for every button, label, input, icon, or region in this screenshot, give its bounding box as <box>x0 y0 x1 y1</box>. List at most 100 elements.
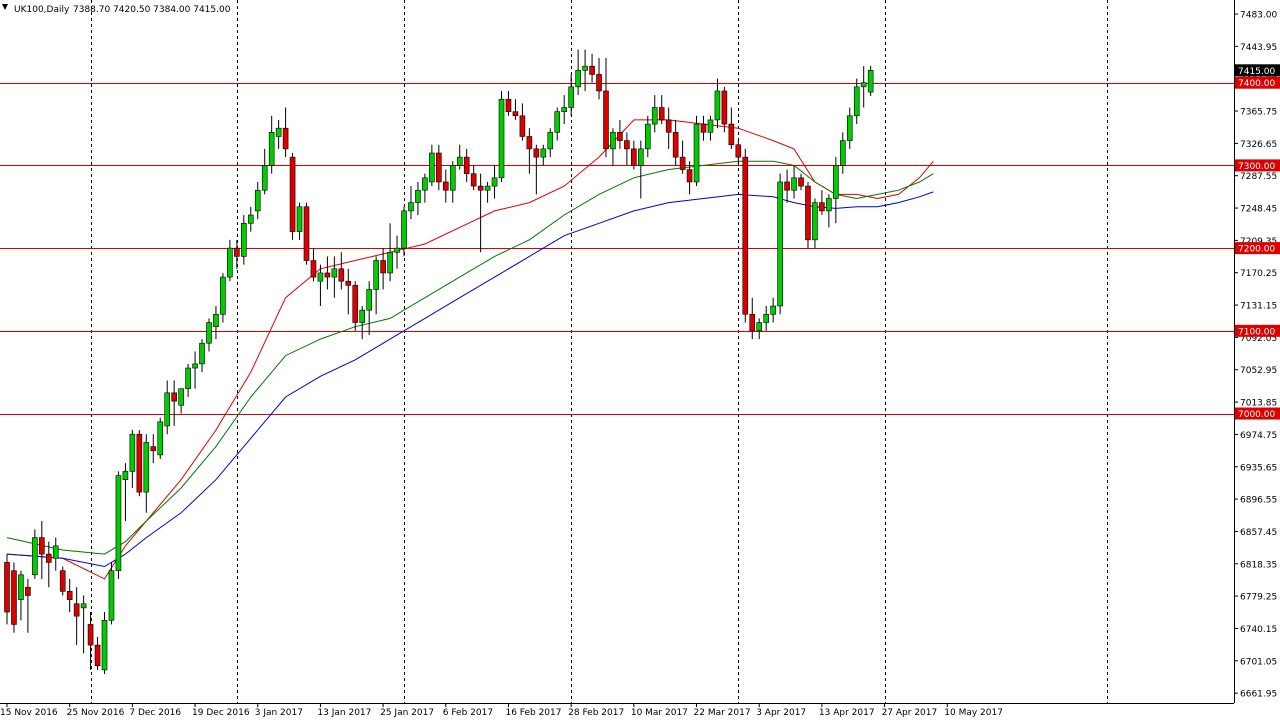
candle[interactable] <box>589 53 595 83</box>
candle[interactable] <box>25 578 31 633</box>
candle[interactable] <box>324 256 331 290</box>
candle[interactable] <box>449 161 456 203</box>
candle[interactable] <box>366 281 372 335</box>
candle[interactable] <box>561 95 568 125</box>
candle[interactable] <box>234 239 240 269</box>
candle[interactable] <box>164 380 170 435</box>
candle[interactable] <box>819 190 825 216</box>
candle[interactable] <box>610 128 616 166</box>
candle[interactable] <box>282 107 289 158</box>
candle[interactable] <box>4 554 10 625</box>
candle[interactable] <box>268 115 275 174</box>
candle[interactable] <box>463 148 470 182</box>
candle[interactable] <box>826 194 832 228</box>
candle[interactable] <box>533 144 540 195</box>
candle[interactable] <box>80 595 87 654</box>
candle[interactable] <box>150 434 157 464</box>
candle[interactable] <box>770 297 776 323</box>
candle[interactable] <box>846 107 853 149</box>
candle[interactable] <box>310 248 317 282</box>
candle[interactable] <box>247 206 254 232</box>
candle[interactable] <box>554 107 561 141</box>
candle[interactable] <box>631 140 637 170</box>
candle[interactable] <box>867 65 874 96</box>
candle[interactable] <box>352 281 359 331</box>
candle[interactable] <box>519 103 526 141</box>
candle[interactable] <box>345 268 352 315</box>
candle[interactable] <box>192 351 198 389</box>
candle[interactable] <box>380 248 386 290</box>
collapse-arrow-icon[interactable] <box>2 4 8 10</box>
candle[interactable] <box>512 99 519 120</box>
candle[interactable] <box>833 157 839 224</box>
candle[interactable] <box>39 521 45 579</box>
candle[interactable] <box>227 239 233 282</box>
candle[interactable] <box>373 256 379 315</box>
candle[interactable] <box>596 57 602 100</box>
candle[interactable] <box>693 115 700 187</box>
candle[interactable] <box>429 144 435 187</box>
candle[interactable] <box>185 363 191 397</box>
candle[interactable] <box>568 74 574 116</box>
candle[interactable] <box>73 587 80 646</box>
candle[interactable] <box>805 181 811 249</box>
candle[interactable] <box>721 86 728 133</box>
candle[interactable] <box>436 144 442 191</box>
candle[interactable] <box>624 132 630 166</box>
candle[interactable] <box>275 119 282 149</box>
candle[interactable] <box>261 148 268 195</box>
candle[interactable] <box>136 430 143 497</box>
candle[interactable] <box>658 95 665 125</box>
candle[interactable] <box>87 612 94 670</box>
candle[interactable] <box>456 144 463 170</box>
candle[interactable] <box>338 252 345 290</box>
candle[interactable] <box>157 417 164 460</box>
candle[interactable] <box>505 90 512 116</box>
candle[interactable] <box>52 537 59 571</box>
candle[interactable] <box>526 128 533 174</box>
candle[interactable] <box>777 173 783 315</box>
candle[interactable] <box>491 165 498 199</box>
candle[interactable] <box>129 430 136 488</box>
candle[interactable] <box>199 339 205 373</box>
candle[interactable] <box>665 107 672 149</box>
candle[interactable] <box>603 57 609 158</box>
candle[interactable] <box>289 153 296 240</box>
candle[interactable] <box>791 165 797 199</box>
candle[interactable] <box>853 78 860 125</box>
candle[interactable] <box>686 161 693 195</box>
candle[interactable] <box>422 173 428 203</box>
candle[interactable] <box>143 434 150 513</box>
candle[interactable] <box>575 49 581 96</box>
candle[interactable] <box>679 140 686 174</box>
candle[interactable] <box>213 306 219 340</box>
candle[interactable] <box>66 578 73 613</box>
candle[interactable] <box>415 181 421 216</box>
candle[interactable] <box>45 541 52 588</box>
candle[interactable] <box>317 264 324 307</box>
candle[interactable] <box>220 272 226 323</box>
candle[interactable] <box>498 90 505 182</box>
candle[interactable] <box>94 636 101 670</box>
candle[interactable] <box>11 562 17 633</box>
candle[interactable] <box>442 169 449 203</box>
candle[interactable] <box>749 297 756 340</box>
candle[interactable] <box>254 181 261 220</box>
candle[interactable] <box>401 206 407 257</box>
candle[interactable] <box>735 140 742 166</box>
candle[interactable] <box>644 115 651 158</box>
candle[interactable] <box>784 169 790 203</box>
candle[interactable] <box>617 119 623 149</box>
candle[interactable] <box>756 318 763 340</box>
candle[interactable] <box>408 186 414 220</box>
candle[interactable] <box>798 173 804 191</box>
candle[interactable] <box>839 132 846 174</box>
candle[interactable] <box>470 165 477 191</box>
candle[interactable] <box>728 107 735 149</box>
candle[interactable] <box>638 140 644 199</box>
candle[interactable] <box>59 566 66 596</box>
candle[interactable] <box>115 471 122 579</box>
candle[interactable] <box>651 95 658 133</box>
